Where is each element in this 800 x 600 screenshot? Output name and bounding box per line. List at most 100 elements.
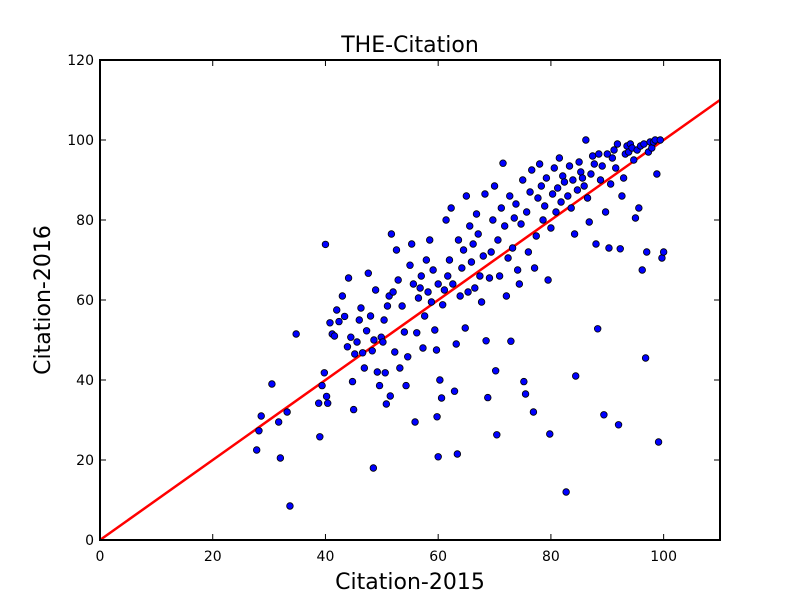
- data-point: [593, 325, 602, 333]
- data-point: [347, 333, 355, 341]
- data-point: [459, 246, 468, 254]
- data-point: [362, 327, 371, 335]
- reference-line-group: [99, 98, 721, 542]
- data-point: [440, 286, 449, 294]
- data-point: [360, 364, 369, 372]
- data-point: [391, 348, 399, 356]
- data-point: [541, 202, 549, 210]
- data-point: [422, 256, 431, 264]
- data-point: [494, 236, 502, 244]
- data-point: [330, 332, 339, 340]
- data-point: [590, 160, 599, 168]
- data-point: [404, 353, 412, 361]
- y-tick-label: 60: [76, 293, 94, 309]
- y-axis-title: Citation-2016: [31, 225, 56, 375]
- data-point: [458, 264, 466, 272]
- data-point: [368, 347, 376, 355]
- data-point: [493, 431, 501, 439]
- data-point: [427, 298, 436, 306]
- data-point: [517, 220, 525, 228]
- data-point: [640, 140, 648, 148]
- data-point: [482, 337, 490, 345]
- data-point: [548, 190, 557, 198]
- y-tick-label: 20: [76, 453, 94, 469]
- plot-frame: [99, 59, 721, 541]
- data-point: [321, 240, 330, 249]
- data-point: [343, 343, 352, 351]
- data-point: [444, 272, 452, 280]
- data-point: [417, 272, 425, 280]
- data-point: [394, 276, 402, 284]
- data-point: [382, 400, 391, 408]
- data-point: [577, 168, 585, 176]
- data-point: [560, 178, 569, 186]
- data-point: [383, 302, 392, 310]
- data-point: [434, 453, 442, 461]
- data-point: [324, 399, 332, 407]
- data-point: [487, 248, 495, 256]
- data-point: [528, 166, 536, 174]
- data-point: [550, 164, 558, 172]
- data-point: [419, 344, 427, 352]
- data-point: [578, 174, 587, 182]
- data-point: [411, 418, 419, 426]
- data-point: [535, 160, 544, 168]
- data-point: [420, 312, 429, 320]
- data-points: [252, 136, 668, 510]
- data-point: [268, 380, 276, 388]
- data-point: [555, 154, 564, 162]
- data-point: [616, 245, 624, 253]
- data-point: [380, 316, 388, 324]
- y-tick-label: 120: [67, 53, 94, 69]
- data-point: [348, 377, 357, 386]
- data-point: [638, 266, 646, 274]
- data-point: [654, 438, 663, 446]
- data-point: [456, 292, 464, 300]
- data-point: [402, 381, 410, 390]
- data-point: [453, 450, 462, 458]
- x-tick-label: 20: [204, 549, 222, 565]
- data-point: [524, 248, 533, 256]
- data-point: [567, 204, 575, 212]
- data-point: [618, 192, 626, 200]
- data-point: [326, 319, 334, 327]
- data-point: [521, 390, 530, 398]
- data-point: [292, 330, 300, 338]
- x-tick-label: 40: [317, 549, 335, 565]
- plot-area: [100, 60, 720, 540]
- data-point: [392, 246, 401, 254]
- data-point: [387, 230, 396, 238]
- data-point: [252, 446, 261, 454]
- data-point: [437, 394, 446, 402]
- data-point: [606, 180, 615, 188]
- data-point: [340, 312, 349, 321]
- data-point: [510, 214, 518, 222]
- data-point: [610, 146, 618, 154]
- data-point: [370, 336, 378, 344]
- data-point: [355, 316, 363, 324]
- data-point: [570, 230, 579, 238]
- data-point: [447, 204, 455, 212]
- data-point: [466, 222, 474, 230]
- data-point: [316, 433, 324, 441]
- data-point: [469, 240, 477, 248]
- data-point: [522, 208, 531, 216]
- data-point: [502, 292, 511, 300]
- data-point: [659, 248, 668, 256]
- data-point: [600, 411, 608, 419]
- data-point: [445, 256, 454, 264]
- data-point: [322, 392, 331, 401]
- data-point: [635, 204, 643, 212]
- data-point: [612, 164, 620, 172]
- data-point: [400, 328, 409, 336]
- data-point: [515, 280, 524, 288]
- data-point: [491, 367, 500, 375]
- x-tick-label: 60: [429, 549, 447, 565]
- data-point: [585, 218, 593, 226]
- data-point: [588, 152, 597, 160]
- data-point: [544, 276, 552, 284]
- data-point: [490, 182, 499, 190]
- data-point: [500, 222, 509, 230]
- data-point: [569, 176, 577, 184]
